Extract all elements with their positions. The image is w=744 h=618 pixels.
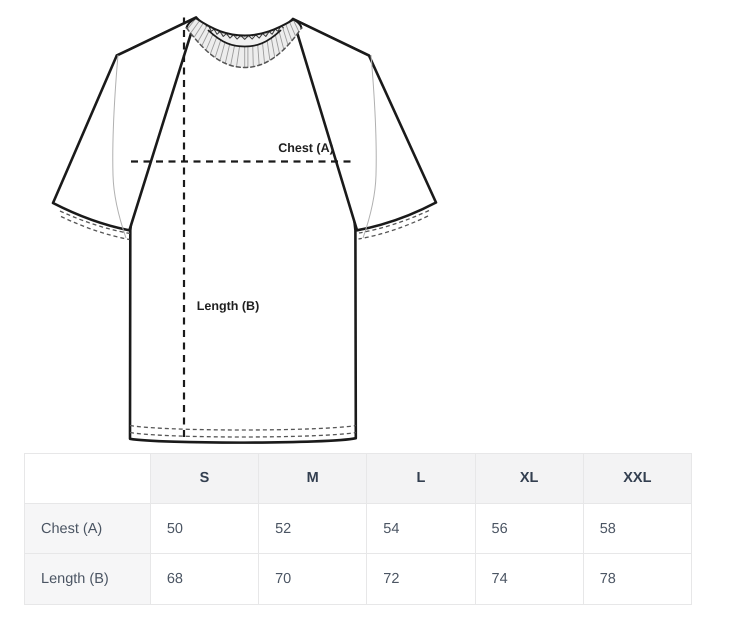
svg-text:Length (B): Length (B) [197,299,259,313]
svg-text:Chest (A): Chest (A) [278,141,334,155]
